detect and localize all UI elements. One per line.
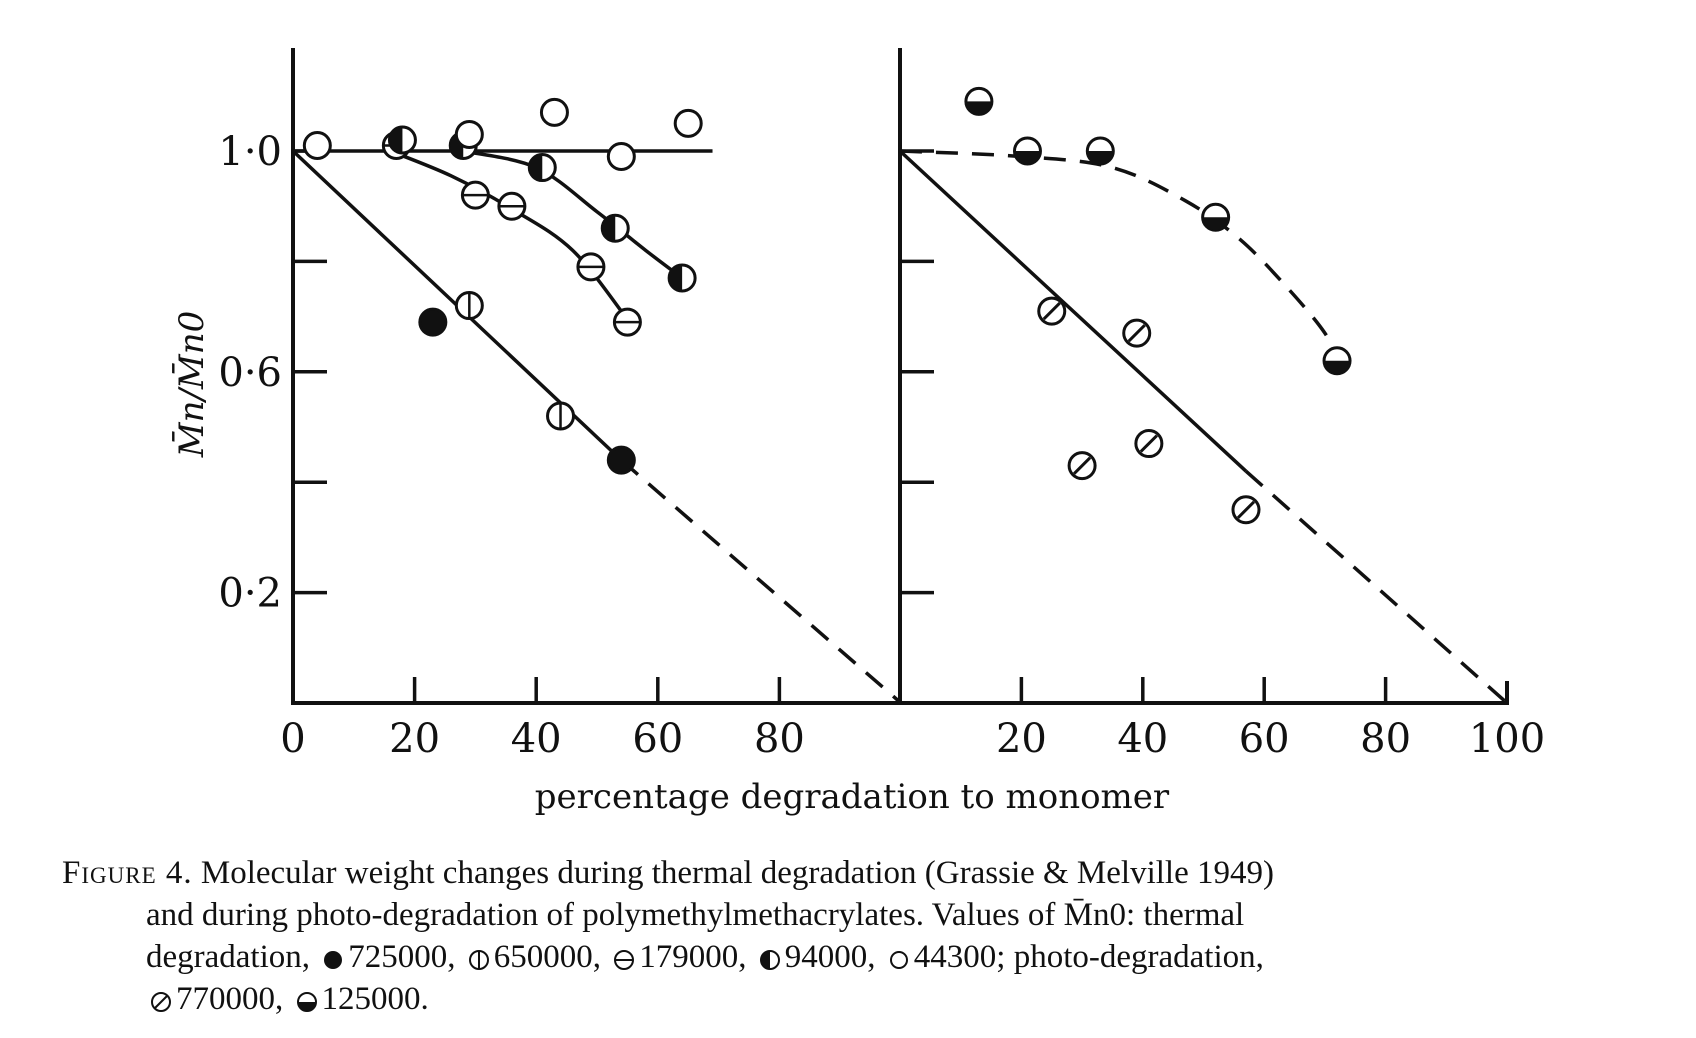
filled-circle-icon bbox=[324, 951, 343, 969]
photo-bottom-half-filled-point bbox=[964, 86, 994, 116]
thermal-horizontal-bar-point bbox=[576, 252, 606, 282]
figure-caption: Figure 4. Molecular weight changes durin… bbox=[62, 852, 1642, 1020]
thermal-vertical-bar-point bbox=[454, 291, 484, 321]
thermal-horizontal-bar-point bbox=[612, 307, 642, 337]
x-tick-label-left: 80 bbox=[754, 716, 805, 762]
thermal-open-point bbox=[606, 142, 636, 172]
thermal-solid-curve-line bbox=[462, 149, 684, 280]
photo-bottom-half-filled-point bbox=[1201, 202, 1231, 232]
photo-dashed-line bbox=[1244, 469, 1509, 705]
thermal-filled-point bbox=[606, 445, 636, 475]
y-tick-label: 0·2 bbox=[218, 571, 282, 617]
photo-bottom-half-filled-point bbox=[1322, 346, 1352, 376]
thermal-open-point bbox=[302, 130, 332, 160]
photo-dashed-curve-line bbox=[899, 149, 1339, 362]
x-tick-label-right: 100 bbox=[1469, 716, 1545, 762]
caption-line-3-prefix: degradation, bbox=[146, 939, 311, 975]
slashed-circle-icon bbox=[151, 992, 171, 1012]
tick-labels: 0·2 0·6 1·0 0 20 40 60 80 20 40 60 80 100 bbox=[218, 129, 1545, 762]
caption-line-2: and during photo-degradation of polymeth… bbox=[146, 897, 1245, 933]
photo-solid-line bbox=[898, 149, 1248, 473]
vertical-bar-circle-icon bbox=[468, 950, 489, 970]
thermal-dashed-line bbox=[620, 458, 903, 705]
legend-value-vbar: 650000, bbox=[493, 939, 602, 975]
thermal-open-point bbox=[454, 119, 484, 149]
photo-slashed-point bbox=[1134, 429, 1164, 459]
thermal-left-half-filled-point bbox=[600, 213, 630, 243]
x-tick-label-left: 40 bbox=[511, 716, 562, 762]
photo-slashed-point bbox=[1231, 495, 1261, 525]
thermal-horizontal-bar-point bbox=[497, 191, 527, 221]
y-tick-label: 0·6 bbox=[218, 350, 282, 396]
y-tick-label: 1·0 bbox=[218, 129, 282, 175]
x-tick-label-left: 60 bbox=[632, 716, 683, 762]
half-filled-circle-icon bbox=[759, 950, 780, 970]
thermal-open-point bbox=[673, 108, 703, 138]
x-tick-label-left: 0 bbox=[280, 716, 305, 762]
photo-bottom-half-filled-point bbox=[1012, 136, 1042, 166]
x-tick-label-left: 20 bbox=[389, 716, 440, 762]
caption-figure-number: Figure 4. bbox=[62, 855, 193, 891]
photo-bottom-half-filled-point bbox=[1085, 136, 1115, 166]
caption-line-1: Figure 4. Molecular weight changes durin… bbox=[62, 852, 1642, 894]
legend-value-filled: 725000, bbox=[348, 939, 456, 975]
thermal-solid-curve-line bbox=[389, 149, 629, 321]
caption-text-1: Molecular weight changes during thermal … bbox=[200, 855, 1274, 891]
thermal-filled-point bbox=[418, 307, 448, 337]
thermal-open-point bbox=[539, 97, 569, 127]
thermal-left-half-filled-point bbox=[387, 125, 417, 155]
photo-slashed-point bbox=[1122, 318, 1152, 348]
photo-slashed-point bbox=[1037, 296, 1067, 326]
open-circle-icon bbox=[889, 951, 908, 969]
thermal-left-half-filled-point bbox=[527, 153, 557, 183]
x-tick-label-right: 60 bbox=[1239, 716, 1290, 762]
photo-slashed-point bbox=[1067, 451, 1097, 481]
x-tick-label-right: 40 bbox=[1117, 716, 1168, 762]
caption-line-3: degradation, 725000, 650000, 179000, 940… bbox=[62, 936, 1642, 978]
legend-value-half: 94000, bbox=[784, 939, 876, 975]
bottom-half-filled-circle-icon bbox=[296, 992, 317, 1012]
legend-value-open: 44300; photo-degradation, bbox=[913, 939, 1264, 975]
legend-value-bottom: 125000. bbox=[321, 981, 429, 1017]
legend-value-hbar: 179000, bbox=[639, 939, 747, 975]
thermal-horizontal-bar-point bbox=[460, 180, 490, 210]
thermal-left-half-filled-point bbox=[667, 263, 697, 293]
x-axis-label: percentage degradation to monomer bbox=[535, 777, 1170, 817]
legend-value-slash: 770000, bbox=[176, 981, 284, 1017]
thermal-vertical-bar-point bbox=[546, 401, 576, 431]
data-points bbox=[302, 86, 1352, 525]
y-axis-label: M̄n/M̄n0 bbox=[171, 311, 212, 459]
horizontal-bar-circle-icon bbox=[614, 950, 635, 970]
caption-line-4: 770000, 125000. bbox=[62, 978, 1642, 1020]
x-tick-label-right: 20 bbox=[996, 716, 1047, 762]
x-tick-label-right: 80 bbox=[1360, 716, 1411, 762]
